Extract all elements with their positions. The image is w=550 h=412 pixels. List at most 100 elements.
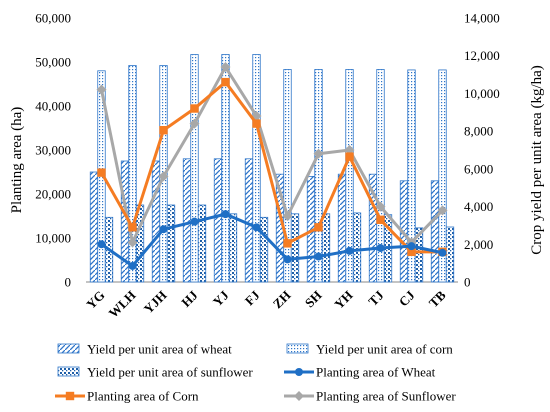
x-tick-label: ZH <box>270 288 294 312</box>
legend-label: Planting area of Wheat <box>316 365 436 380</box>
legend-marker <box>295 368 303 376</box>
bar-wheat <box>182 158 192 283</box>
x-tick-label: WLH <box>106 288 139 321</box>
left-tick-label: 20,000 <box>35 187 71 202</box>
left-axis-label: Planting area (ha) <box>9 107 25 214</box>
point-diamond <box>282 211 293 221</box>
point-diamond <box>220 62 231 73</box>
legend-item: Planting area of Wheat <box>284 365 436 380</box>
legend-item: Yield per unit area of corn <box>286 342 453 357</box>
legend-label: Yield per unit area of wheat <box>87 342 232 357</box>
bar-corn <box>438 69 447 283</box>
right-tick-label: 10,000 <box>464 86 500 101</box>
left-tick-label: 0 <box>65 275 72 290</box>
bar-corn <box>345 69 354 283</box>
point-circle <box>221 210 230 219</box>
bar-wheat <box>430 180 440 283</box>
bar-wheat <box>89 171 99 283</box>
point-diamond <box>127 237 138 248</box>
point-square <box>128 223 137 232</box>
point-circle <box>159 225 168 234</box>
point-square <box>97 168 106 177</box>
point-square <box>283 239 292 248</box>
bar-wheat <box>151 160 161 283</box>
legend-label: Yield per unit area of sunflower <box>87 365 253 380</box>
bar-sunflower <box>197 204 207 283</box>
bar-corn <box>252 54 261 283</box>
legend-item: Yield per unit area of sunflower <box>57 365 253 380</box>
point-square <box>252 119 261 128</box>
point-square <box>376 215 385 224</box>
bar-corn <box>283 69 292 283</box>
left-tick-label: 40,000 <box>35 99 71 114</box>
point-diamond <box>437 205 448 216</box>
legend-marker <box>65 391 75 401</box>
left-tick-label: 30,000 <box>35 143 71 158</box>
bar-sunflower <box>228 213 238 283</box>
lines-layer <box>96 62 448 270</box>
legend-marker <box>294 391 304 401</box>
bar-sunflower <box>445 226 455 283</box>
point-diamond <box>96 84 107 95</box>
point-square <box>314 223 323 232</box>
legend: Yield per unit area of wheat Yield per un… <box>55 342 456 404</box>
legend-swatch <box>57 366 80 377</box>
bar-corn <box>314 69 323 283</box>
x-tick-label: TB <box>426 287 449 310</box>
line-circle-series <box>100 212 443 268</box>
bar-sunflower <box>166 204 176 283</box>
left-tick-label: 10,000 <box>35 231 71 246</box>
bar-sunflower <box>321 213 331 283</box>
x-tick-label: CJ <box>396 287 418 309</box>
right-tick-label: 0 <box>464 275 471 290</box>
bar-corn <box>128 65 137 283</box>
point-circle <box>252 223 261 232</box>
bar-corn <box>407 69 416 283</box>
bar-sunflower <box>259 216 269 283</box>
bar-corn <box>376 69 385 283</box>
bar-sunflower <box>290 213 300 283</box>
legend-item: Planting area of Sunflower <box>284 389 456 404</box>
x-tick-label: TJ <box>365 287 387 309</box>
legend-label: Yield per unit area of corn <box>316 342 453 357</box>
x-tick-label: YH <box>331 288 355 312</box>
plot-area <box>86 54 458 283</box>
point-square <box>407 247 416 257</box>
legend-item: Yield per unit area of wheat <box>57 342 232 357</box>
point-square <box>221 77 230 87</box>
legend-swatch <box>57 343 80 354</box>
point-diamond <box>158 171 169 182</box>
legend-label: Planting area of Corn <box>87 389 199 404</box>
x-tick-label: SH <box>302 288 325 311</box>
point-circle <box>128 261 137 270</box>
legend-item: Planting area of Corn <box>55 389 199 404</box>
point-circle <box>314 252 323 261</box>
point-square <box>190 104 199 113</box>
bar-wheat <box>337 173 347 283</box>
right-axis-label: Crop yield per unit area (kg/ha) <box>529 65 545 255</box>
x-tick-label: YJH <box>141 288 170 317</box>
point-diamond <box>375 201 386 212</box>
point-circle <box>438 248 447 257</box>
left-tick-label: 50,000 <box>35 55 71 70</box>
point-square <box>345 152 354 161</box>
x-tick-label: YG <box>83 288 107 312</box>
bar-corn <box>190 54 199 283</box>
bar-corn <box>221 54 230 283</box>
right-tick-label: 14,000 <box>464 11 500 26</box>
x-tick-label: HJ <box>178 287 201 310</box>
point-diamond <box>313 148 324 159</box>
line-diamond-series <box>100 64 444 248</box>
right-tick-label: 4,000 <box>464 199 493 214</box>
point-circle <box>97 240 106 249</box>
point-diamond <box>189 118 200 129</box>
bar-wheat <box>213 158 223 283</box>
right-tick-label: 8,000 <box>464 124 493 139</box>
legend-label: Planting area of Sunflower <box>316 389 456 404</box>
bar-wheat <box>244 158 254 283</box>
point-circle <box>407 242 416 251</box>
right-tick-label: 6,000 <box>464 161 493 176</box>
right-axis-ticks: 0 2,000 4,000 6,000 8,000 10,000 12,000 14,000 <box>464 11 500 290</box>
